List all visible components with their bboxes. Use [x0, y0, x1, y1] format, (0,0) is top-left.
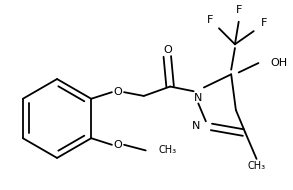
- Text: OH: OH: [271, 58, 288, 68]
- Text: CH₃: CH₃: [248, 161, 266, 171]
- Text: F: F: [207, 15, 214, 25]
- Text: N: N: [194, 93, 202, 103]
- Text: O: O: [113, 87, 122, 97]
- Text: CH₃: CH₃: [159, 145, 177, 155]
- Text: O: O: [113, 140, 122, 150]
- Text: F: F: [261, 18, 267, 28]
- Text: F: F: [236, 5, 242, 14]
- Text: O: O: [163, 45, 172, 55]
- Text: N: N: [192, 121, 201, 131]
